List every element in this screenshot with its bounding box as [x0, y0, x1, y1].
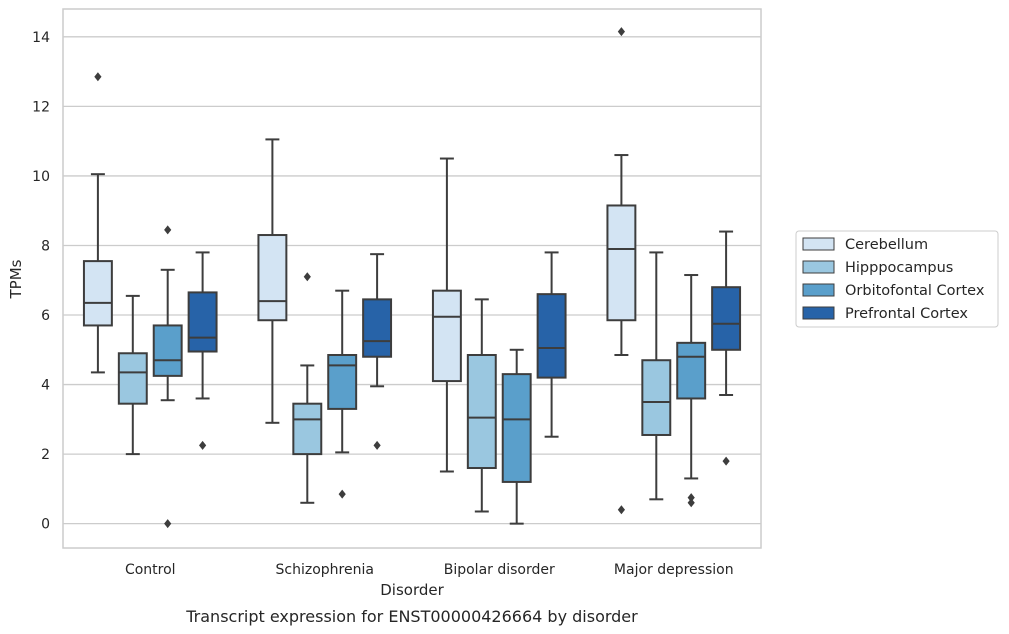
box-prefrontal-cortex-0: [187, 251, 218, 450]
box-orbitofontal-cortex-3: [676, 274, 707, 508]
y-tick-label: 6: [41, 308, 50, 324]
box-cerebellum-3: [606, 27, 637, 515]
box-prefrontal-cortex-3: [711, 230, 742, 466]
box-iqr: [641, 359, 672, 436]
legend-frame: [795, 230, 999, 328]
legend-swatch: [802, 283, 835, 297]
x-axis-title: Disorder: [380, 581, 444, 599]
boxes: [82, 27, 742, 529]
legend-label: Hipppocampus: [845, 260, 953, 276]
box-cerebellum-1: [257, 138, 288, 424]
box-iqr: [431, 289, 462, 383]
legend: Cerebellum Hipppocampus Orbitofontal Corte…: [795, 230, 999, 328]
legend-swatch: [802, 237, 835, 251]
outlier-point: [722, 456, 730, 466]
y-tick-label: 14: [32, 30, 50, 46]
box-cerebellum-2: [431, 157, 462, 473]
box-iqr: [501, 373, 532, 483]
outlier-point: [94, 72, 102, 82]
box-iqr: [257, 234, 288, 322]
box-orbitofontal-cortex-0: [152, 225, 183, 529]
box-hipppocampus-3: [641, 251, 672, 501]
y-axis-title: TPMs: [7, 259, 25, 299]
outlier-point: [617, 505, 625, 515]
outlier-point: [373, 440, 381, 450]
box-prefrontal-cortex-1: [362, 253, 393, 450]
box-prefrontal-cortex-2: [536, 251, 567, 438]
legend-label: Cerebellum: [845, 237, 928, 253]
box-iqr: [711, 286, 742, 351]
box-iqr: [187, 291, 218, 353]
box-iqr: [117, 352, 148, 405]
y-tick-label: 0: [41, 517, 50, 533]
outlier-point: [338, 489, 346, 499]
box-cerebellum-0: [82, 72, 113, 374]
x-axis-ticks: Control Schizophrenia Bipolar disorder Majo…: [125, 562, 734, 578]
box-iqr: [536, 293, 567, 379]
box-orbitofontal-cortex-1: [327, 289, 358, 499]
x-tick-label: Major depression: [614, 562, 734, 578]
box-iqr: [676, 341, 707, 400]
outlier-point: [164, 519, 172, 529]
x-tick-label: Schizophrenia: [276, 562, 374, 578]
gridlines: [63, 36, 761, 525]
x-tick-label: Bipolar disorder: [444, 562, 555, 578]
box-orbitofontal-cortex-2: [501, 348, 532, 525]
outlier-point: [617, 27, 625, 37]
y-tick-label: 4: [41, 378, 50, 394]
box-iqr: [82, 260, 113, 327]
x-tick-label: Control: [125, 562, 176, 578]
y-tick-label: 8: [41, 238, 50, 254]
box-hipppocampus-1: [292, 272, 323, 504]
legend-label: Prefrontal Cortex: [845, 306, 968, 322]
outlier-point: [687, 493, 695, 503]
box-iqr: [152, 324, 183, 377]
box-hipppocampus-0: [117, 294, 148, 456]
legend-swatch: [802, 306, 835, 320]
outlier-point: [303, 272, 311, 282]
chart-caption: Transcript expression for ENST0000042666…: [185, 607, 638, 626]
outlier-point: [164, 225, 172, 235]
box-iqr: [466, 354, 497, 470]
outlier-point: [199, 440, 207, 450]
box-iqr: [606, 204, 637, 322]
y-axis-ticks: 0 2 4 6 8 10 12 14: [32, 30, 50, 533]
box-iqr: [292, 402, 323, 456]
box-iqr: [362, 298, 393, 358]
y-tick-label: 12: [32, 99, 50, 115]
legend-label: Orbitofontal Cortex: [845, 283, 985, 299]
box-hipppocampus-2: [466, 298, 497, 513]
y-tick-label: 2: [41, 447, 50, 463]
plot-area-frame: [62, 8, 762, 549]
y-tick-label: 10: [32, 169, 50, 185]
legend-swatch: [802, 260, 835, 274]
box-iqr: [327, 354, 358, 410]
outlier-point: [687, 498, 695, 508]
